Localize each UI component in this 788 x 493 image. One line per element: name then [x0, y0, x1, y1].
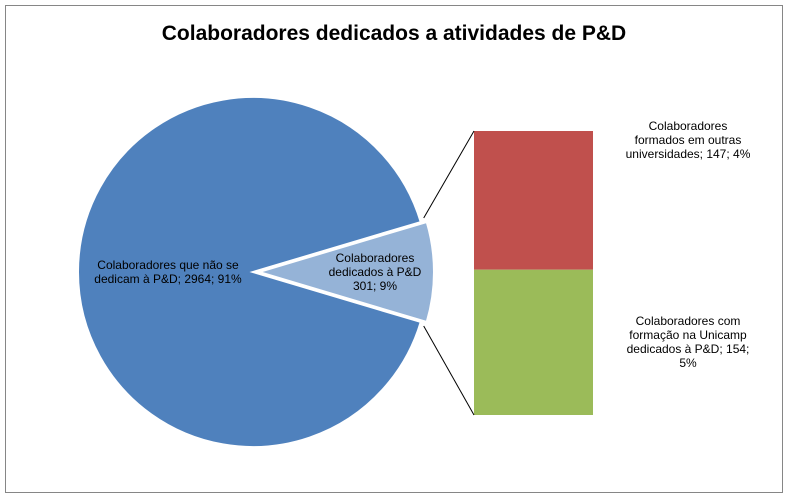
data-label: Colaboradores dedicados à P&D 301; 9%: [328, 251, 422, 293]
pie-slice: [77, 96, 422, 448]
bar-segment: [474, 269, 593, 415]
connector-line: [423, 325, 475, 416]
data-label: Colaboradores com formação na Unicamp de…: [626, 314, 750, 371]
data-label: Colaboradores formados em outras univers…: [625, 119, 751, 162]
data-label: Colaboradores que não se dedicam à P&D; …: [94, 258, 242, 286]
chart-title: Colaboradores dedicados a atividades de …: [161, 22, 627, 45]
pie-slice: [255, 220, 435, 324]
bar-segment: [474, 131, 593, 270]
connector-line: [423, 130, 475, 219]
